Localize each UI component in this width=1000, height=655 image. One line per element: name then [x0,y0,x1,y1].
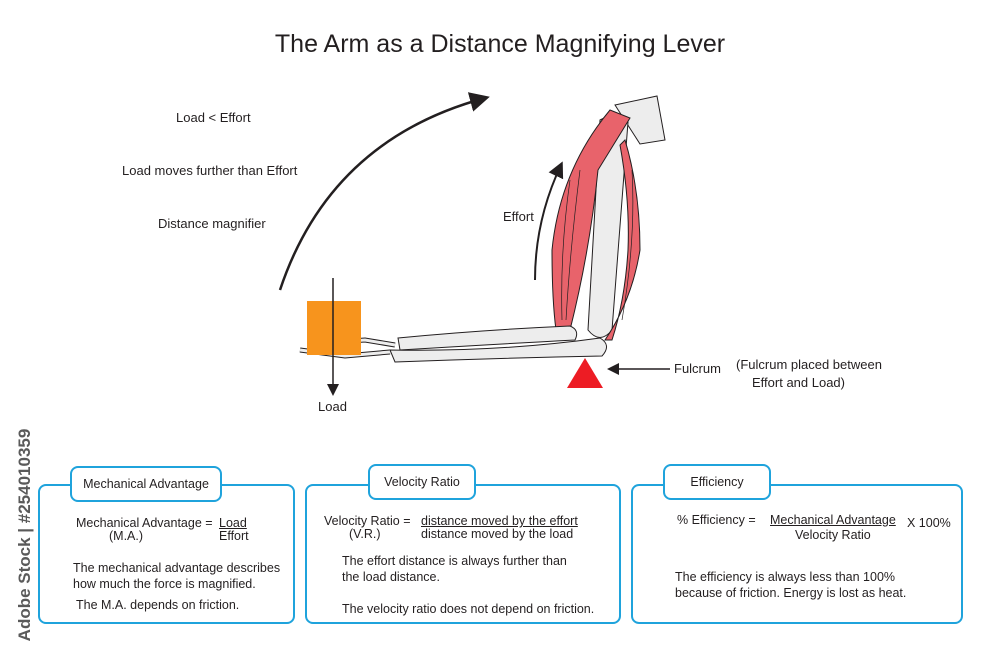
diagram-title: The Arm as a Distance Magnifying Lever [274,30,726,58]
load-path-arrow [278,92,490,291]
vr-text-line1: The effort distance is always further th… [342,554,567,568]
vr-lhs: Velocity Ratio = [324,514,411,528]
ma-numerator: Load [219,516,247,530]
fulcrum-label: Fulcrum [674,361,721,376]
ma-text2: The M.A. depends on friction. [76,598,240,612]
ma-denominator: Effort [219,529,249,543]
ma-lhs: Mechanical Advantage = [76,516,213,530]
eff-text-line2: because of friction. Energy is lost as h… [675,586,907,600]
velocity-ratio-panel: Velocity Ratio = (V.R.) distance moved b… [305,484,621,624]
eff-lhs: % Efficiency = [677,513,756,527]
note-load-less-effort: Load < Effort [176,110,251,125]
eff-numerator: Mechanical Advantage [770,513,896,527]
vr-text-line2: the load distance. [342,570,440,584]
vr-denominator: distance moved by the load [421,527,574,541]
ma-text-line2: how much the force is magnified. [73,577,256,591]
shoulder-bone [614,95,666,145]
triceps-muscle [604,139,641,341]
vr-abbr: (V.R.) [349,527,381,541]
note-load-moves-further: Load moves further than Effort [122,163,298,178]
watermark: Adobe Stock | #254010359 [15,428,34,642]
vr-text2: The velocity ratio does not depend on fr… [342,602,595,616]
mechanical-advantage-panel: Mechanical Advantage = (M.A.) Load Effor… [38,484,295,624]
muscle-fibers [561,169,634,321]
mechanical-advantage-tab: Mechanical Advantage [70,466,222,502]
fulcrum-note-line2: Effort and Load) [752,375,845,390]
velocity-ratio-tab: Velocity Ratio [368,464,476,500]
fulcrum-note-line1: (Fulcrum placed between [736,357,882,372]
load-label: Load [318,399,347,414]
note-distance-magnifier: Distance magnifier [158,216,266,231]
load-block [307,301,361,355]
biceps-muscle [551,109,631,331]
fulcrum-triangle [567,358,603,388]
ma-text-line1: The mechanical advantage describes [73,561,281,575]
eff-multiplier: X 100% [907,516,951,530]
effort-arrow [534,161,564,281]
efficiency-tab: Efficiency [663,464,771,500]
effort-label: Effort [503,209,534,224]
eff-text-line1: The efficiency is always less than 100% [675,570,896,584]
eff-denominator: Velocity Ratio [795,528,871,542]
ma-abbr: (M.A.) [109,529,144,543]
ulna-bone [389,337,607,363]
efficiency-panel: % Efficiency = Mechanical Advantage Velo… [631,484,963,624]
vr-numerator: distance moved by the effort [421,514,578,528]
radius-bone [397,325,578,351]
